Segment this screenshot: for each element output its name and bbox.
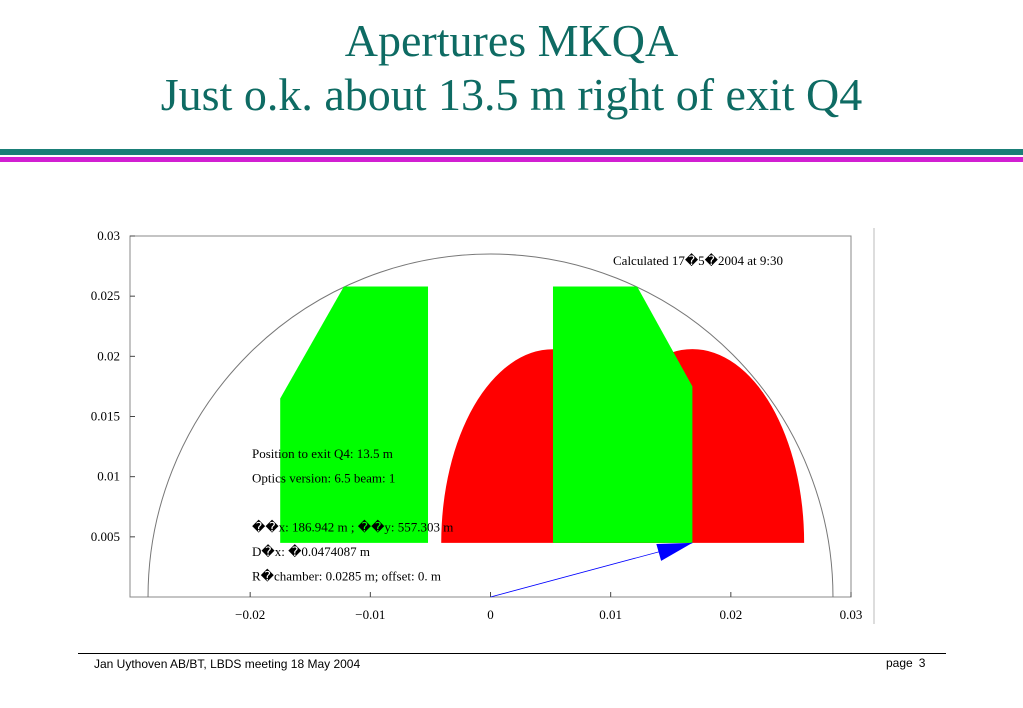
x-tick-label: 0.02 xyxy=(719,607,742,622)
y-tick-label: 0.01 xyxy=(97,469,120,484)
calculated-annotation: Calculated 17�5�2004 at 9:30 xyxy=(613,253,783,268)
title-rule-teal xyxy=(0,149,1023,155)
page-number: 3 xyxy=(918,656,926,670)
info-line: Position to exit Q4: 13.5 m xyxy=(252,446,393,461)
title-line-1: Apertures MKQA xyxy=(344,15,679,66)
x-tick-label: 0 xyxy=(487,607,494,622)
y-tick-label: 0.005 xyxy=(91,529,120,544)
x-tick-label: −0.01 xyxy=(355,607,385,622)
y-tick-label: 0.02 xyxy=(97,348,120,363)
page-label: page xyxy=(886,656,913,670)
y-tick-label: 0.03 xyxy=(97,228,120,243)
x-tick-label: −0.02 xyxy=(235,607,265,622)
info-line: ��x: 186.942 m ; ��y: 557.303 m xyxy=(252,520,453,535)
info-line: Optics version: 6.5 beam: 1 xyxy=(252,471,395,486)
green-aperture-2 xyxy=(552,286,693,543)
slide-title: Apertures MKQA Just o.k. about 13.5 m ri… xyxy=(0,14,1023,122)
chamber-outline xyxy=(147,253,834,598)
footer-author: Jan Uythoven AB/BT, LBDS meeting 18 May … xyxy=(94,657,361,671)
x-tick-label: 0.01 xyxy=(599,607,622,622)
y-tick-label: 0.015 xyxy=(91,409,120,424)
y-tick-label: 0.025 xyxy=(91,288,120,303)
green-aperture-1 xyxy=(280,286,429,543)
x-tick-label: 0.03 xyxy=(840,607,863,622)
info-line: D�x: �0.0474087 m xyxy=(252,544,370,559)
aperture-plot: −0.02 −0.01 0 0.01 0.02 0.03 0.005 0.01 0.015 0.0… xyxy=(91,228,875,624)
footer-rule xyxy=(78,653,946,654)
info-line: R�chamber: 0.0285 m; offset: 0. m xyxy=(252,569,441,584)
beam-arrowhead xyxy=(656,542,693,561)
footer-page: page 3 xyxy=(880,656,925,670)
title-line-2: Just o.k. about 13.5 m right of exit Q4 xyxy=(160,69,863,120)
title-rule-magenta xyxy=(0,157,1023,162)
